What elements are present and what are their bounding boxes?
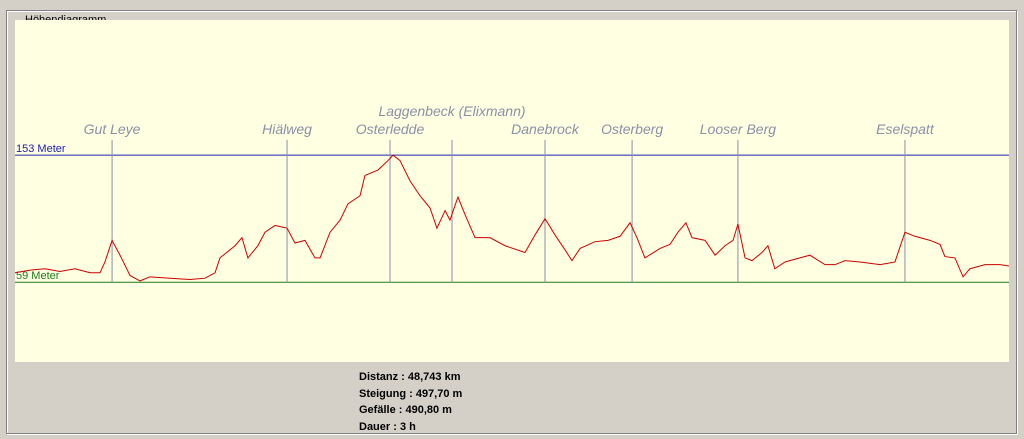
summary-line: Steigung : 497,70 m bbox=[359, 387, 463, 400]
waypoint-label: Osterberg bbox=[601, 121, 663, 137]
y-tick-label: 153 Meter bbox=[16, 143, 66, 155]
waypoint-label: Eselspatt bbox=[876, 121, 935, 137]
elevation-line bbox=[14, 154, 1010, 282]
waypoint-label: Hiälweg bbox=[262, 121, 312, 137]
waypoint-label: Osterledde bbox=[356, 121, 425, 137]
summary: Distanz : 48,743 km Steigung : 497,70 m Ge… bbox=[359, 369, 462, 435]
plot-area bbox=[15, 20, 1009, 362]
summary-line: Gefälle : 490,80 m bbox=[359, 404, 452, 416]
waypoint-label: Looser Berg bbox=[700, 121, 776, 137]
y-tick-label: 59 Meter bbox=[16, 270, 60, 282]
waypoint-label: Danebrock bbox=[511, 121, 580, 137]
waypoint-label: Laggenbeck (Elixmann) bbox=[378, 103, 525, 119]
summary-line: Distanz : 48,743 km bbox=[359, 371, 461, 383]
waypoint-label: Gut Leye bbox=[84, 121, 141, 137]
summary-line: Dauer : 3 h bbox=[359, 420, 416, 433]
